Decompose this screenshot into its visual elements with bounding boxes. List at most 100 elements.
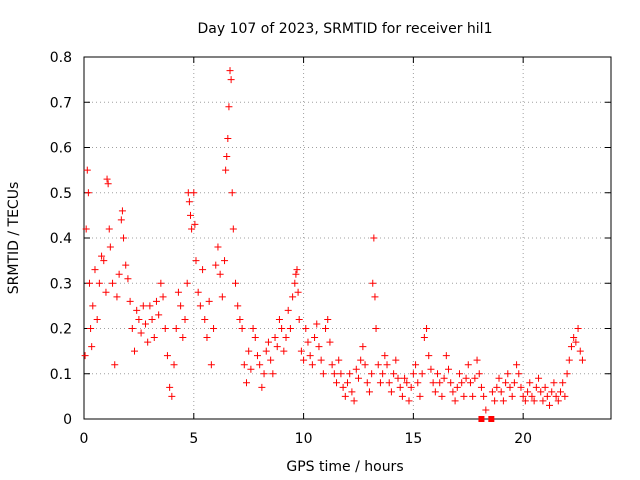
axis-ticks: 0 0.1 0.2 0.3 0.4 0.5 0.6 0.7 0.8 0 5 10 15 20 xyxy=(50,50,611,447)
chart-title: Day 107 of 2023, SRMTID for receiver hil… xyxy=(198,21,493,37)
data-point xyxy=(93,315,101,323)
data-point xyxy=(98,252,106,260)
data-point xyxy=(85,279,93,287)
data-point xyxy=(118,207,126,215)
zero-marker xyxy=(478,416,485,422)
data-point xyxy=(565,356,573,364)
data-point xyxy=(539,397,547,405)
data-point xyxy=(91,266,99,274)
data-point xyxy=(245,347,253,355)
data-point xyxy=(183,279,191,287)
data-point xyxy=(144,338,152,346)
data-point xyxy=(475,370,483,378)
data-point xyxy=(181,315,189,323)
data-point xyxy=(497,388,505,396)
data-point xyxy=(493,383,501,391)
data-point xyxy=(381,352,389,360)
data-point xyxy=(548,388,556,396)
data-point xyxy=(168,392,176,400)
data-point xyxy=(418,370,426,378)
data-point xyxy=(191,220,199,228)
data-point xyxy=(87,325,95,332)
data-point xyxy=(526,379,534,387)
data-point xyxy=(409,370,417,378)
data-point xyxy=(282,334,290,342)
data-point xyxy=(163,352,171,360)
data-point xyxy=(528,392,536,400)
data-point xyxy=(185,198,193,206)
data-point xyxy=(214,243,222,251)
data-point xyxy=(387,388,395,396)
x-tick-label: 5 xyxy=(189,431,198,447)
data-point xyxy=(374,361,382,369)
data-point xyxy=(192,257,200,265)
data-point xyxy=(188,225,196,233)
data-point xyxy=(519,392,527,400)
data-point xyxy=(201,315,209,323)
data-point xyxy=(109,279,117,287)
data-point xyxy=(482,406,490,414)
data-point xyxy=(229,225,237,233)
data-point xyxy=(473,356,481,364)
data-point xyxy=(225,103,233,111)
data-point xyxy=(543,392,551,400)
data-point xyxy=(148,315,156,323)
data-point xyxy=(286,325,294,332)
data-point xyxy=(294,288,302,296)
data-point xyxy=(541,383,549,391)
data-point xyxy=(460,392,468,400)
data-point xyxy=(561,392,569,400)
data-point xyxy=(330,370,338,378)
data-point xyxy=(524,388,532,396)
data-point xyxy=(572,338,580,346)
data-point xyxy=(369,279,377,287)
data-point xyxy=(152,297,160,305)
data-point xyxy=(313,320,321,328)
data-point xyxy=(289,293,297,301)
data-point xyxy=(416,392,424,400)
plot-area-border xyxy=(83,56,612,420)
data-point xyxy=(361,361,369,369)
data-point xyxy=(504,370,512,378)
data-point xyxy=(357,356,365,364)
data-point xyxy=(412,361,420,369)
data-point xyxy=(124,275,132,283)
data-point xyxy=(179,334,187,342)
y-tick-label: 0.7 xyxy=(50,95,72,111)
data-point xyxy=(95,279,103,287)
data-point xyxy=(317,356,325,364)
data-point xyxy=(383,361,391,369)
data-point xyxy=(157,279,165,287)
data-point xyxy=(337,370,345,378)
data-point xyxy=(81,352,89,360)
data-point xyxy=(251,334,259,342)
data-point xyxy=(242,379,250,387)
data-point xyxy=(104,180,112,188)
data-point xyxy=(348,388,356,396)
data-point xyxy=(196,302,204,310)
data-point xyxy=(517,383,525,391)
data-point xyxy=(267,356,275,364)
data-point xyxy=(210,325,218,332)
data-point xyxy=(300,356,308,364)
y-tick-label: 0.2 xyxy=(50,322,72,338)
data-point xyxy=(508,392,516,400)
data-point xyxy=(216,270,224,278)
data-point xyxy=(297,347,305,355)
data-point xyxy=(224,134,232,142)
data-point xyxy=(567,343,575,351)
data-point xyxy=(228,189,236,197)
data-point xyxy=(574,325,582,332)
data-point xyxy=(376,379,384,387)
data-point xyxy=(170,361,178,369)
data-point xyxy=(113,293,121,301)
data-point xyxy=(455,370,463,378)
data-point xyxy=(306,352,314,360)
y-tick-label: 0.6 xyxy=(50,141,72,157)
data-point xyxy=(161,325,169,332)
data-point xyxy=(102,288,110,296)
data-point xyxy=(488,388,496,396)
data-point xyxy=(190,189,198,197)
data-point xyxy=(339,383,347,391)
data-point xyxy=(392,356,400,364)
